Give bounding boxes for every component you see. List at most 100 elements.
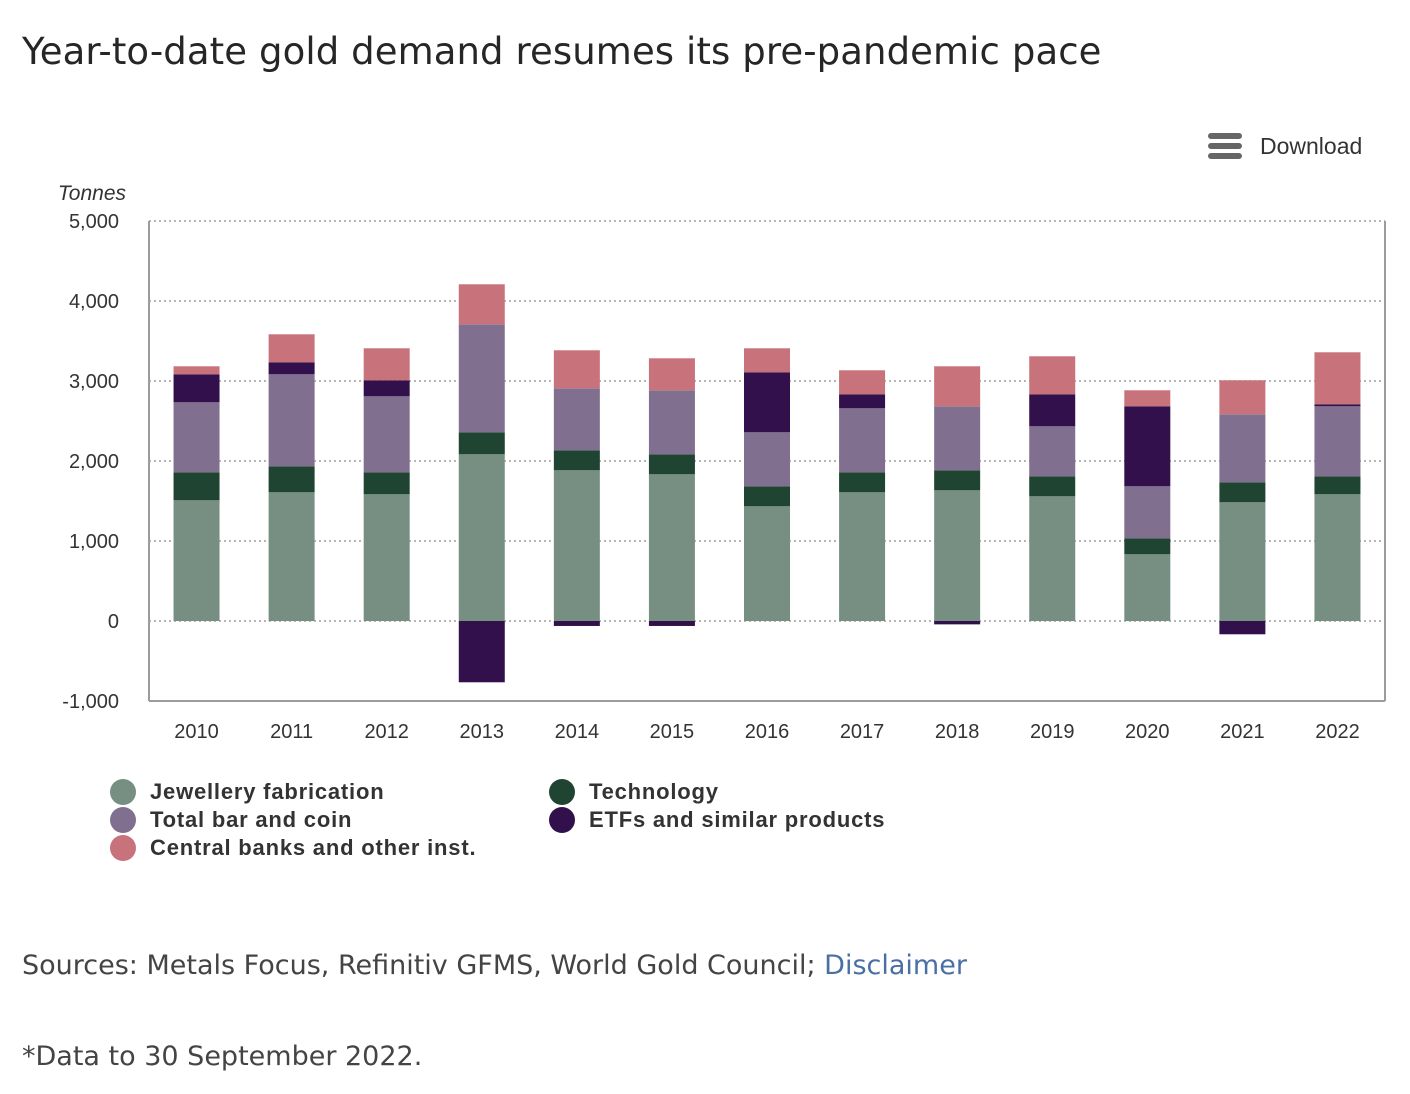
legend-label: ETFs and similar products (589, 807, 886, 832)
bar-segment-technology-2019[interactable] (1029, 476, 1076, 497)
legend-swatch (110, 807, 136, 833)
bar-segment-central-banks-and-other-inst-2014[interactable] (553, 350, 600, 389)
y-tick-label: -1,000 (62, 691, 119, 713)
legend-item-technology[interactable]: Technology (549, 778, 719, 806)
bar-segment-etfs-and-similar-products-2019[interactable] (1029, 394, 1076, 427)
bar-segment-jewellery-fabrication-2022[interactable] (1314, 494, 1361, 621)
bar-segment-central-banks-and-other-inst-2010[interactable] (173, 366, 220, 375)
bar-segment-central-banks-and-other-inst-2020[interactable] (1124, 390, 1171, 407)
bar-segment-central-banks-and-other-inst-2017[interactable] (839, 370, 886, 395)
sources-note: Sources: Metals Focus, Refinitiv GFMS, W… (22, 950, 967, 981)
bar-segment-central-banks-and-other-inst-2019[interactable] (1029, 356, 1076, 395)
bar-segment-jewellery-fabrication-2019[interactable] (1029, 496, 1076, 621)
disclaimer-link[interactable]: Disclaimer (824, 950, 967, 981)
x-tick-label: 2018 (935, 721, 980, 743)
bar-segment-jewellery-fabrication-2018[interactable] (934, 490, 981, 621)
bar-segment-total-bar-and-coin-2020[interactable] (1124, 486, 1171, 539)
sources-text: Sources: Metals Focus, Refinitiv GFMS, W… (22, 950, 825, 981)
legend-item-central-banks[interactable]: Central banks and other inst. (110, 834, 476, 862)
bar-segment-jewellery-fabrication-2011[interactable] (268, 492, 315, 621)
legend-label: Technology (589, 779, 719, 804)
bar-segment-jewellery-fabrication-2015[interactable] (648, 474, 695, 621)
bar-segment-technology-2017[interactable] (839, 472, 886, 493)
bars (173, 284, 1361, 683)
legend-swatch (110, 779, 136, 805)
bar-segment-jewellery-fabrication-2013[interactable] (458, 454, 505, 621)
bar-segment-total-bar-and-coin-2011[interactable] (268, 374, 315, 467)
bar-segment-central-banks-and-other-inst-2013[interactable] (458, 284, 505, 325)
bar-segment-central-banks-and-other-inst-2022[interactable] (1314, 352, 1361, 405)
bar-segment-total-bar-and-coin-2021[interactable] (1219, 414, 1266, 483)
bar-segment-total-bar-and-coin-2018[interactable] (934, 406, 981, 471)
bar-segment-jewellery-fabrication-2014[interactable] (553, 470, 600, 621)
bar-segment-jewellery-fabrication-2010[interactable] (173, 500, 220, 621)
axes: -1,000 0 1,000 2,000 3,000 4,000 5,000 2010 2011… (62, 211, 1386, 743)
bar-segment-etfs-and-similar-products-2022[interactable] (1314, 404, 1361, 407)
bar-segment-technology-2014[interactable] (553, 450, 600, 471)
bar-segment-central-banks-and-other-inst-2016[interactable] (744, 348, 790, 373)
bar-segment-total-bar-and-coin-2016[interactable] (744, 432, 790, 487)
y-tick-label: 4,000 (69, 291, 119, 313)
bar-segment-central-banks-and-other-inst-2018[interactable] (934, 366, 981, 407)
bar-segment-technology-2021[interactable] (1219, 482, 1266, 503)
bar-segment-total-bar-and-coin-2013[interactable] (458, 324, 505, 433)
x-tick-label: 2017 (840, 721, 885, 743)
footnote: *Data to 30 September 2022. (22, 1041, 423, 1072)
gridlines (149, 220, 1385, 622)
bar-segment-total-bar-and-coin-2019[interactable] (1029, 426, 1076, 477)
bar-segment-technology-2016[interactable] (744, 486, 790, 507)
bar-segment-jewellery-fabrication-2021[interactable] (1219, 502, 1266, 621)
bar-segment-etfs-and-similar-products-2011[interactable] (268, 362, 315, 375)
bar-segment-jewellery-fabrication-2017[interactable] (839, 492, 886, 621)
y-axis-title: Tonnes (58, 182, 127, 205)
bar-segment-total-bar-and-coin-2022[interactable] (1314, 406, 1361, 477)
chart-title: Year-to-date gold demand resumes its pre… (22, 30, 1102, 73)
bar-segment-jewellery-fabrication-2020[interactable] (1124, 554, 1171, 621)
bar-segment-technology-2013[interactable] (458, 432, 505, 455)
bar-segment-jewellery-fabrication-2012[interactable] (363, 494, 410, 621)
bar-segment-technology-2015[interactable] (648, 454, 695, 475)
x-tick-label: 2011 (270, 721, 313, 743)
bar-segment-etfs-and-similar-products-2014[interactable] (553, 621, 600, 626)
y-tick-label: 0 (108, 611, 119, 633)
bar-segment-etfs-and-similar-products-2020[interactable] (1124, 406, 1171, 487)
bar-segment-technology-2010[interactable] (173, 472, 220, 501)
y-tick-label: 5,000 (69, 211, 119, 233)
bar-segment-etfs-and-similar-products-2018[interactable] (934, 621, 981, 625)
bar-segment-central-banks-and-other-inst-2011[interactable] (268, 334, 315, 363)
x-tick-label: 2016 (745, 721, 790, 743)
x-tick-label: 2013 (460, 721, 505, 743)
x-tick-label: 2022 (1315, 721, 1360, 743)
bar-segment-technology-2020[interactable] (1124, 538, 1171, 555)
download-label: Download (1260, 132, 1363, 159)
bar-segment-technology-2011[interactable] (268, 466, 315, 493)
legend-item-bar-and-coin[interactable]: Total bar and coin (110, 806, 352, 834)
bar-segment-total-bar-and-coin-2012[interactable] (363, 396, 410, 473)
bar-segment-etfs-and-similar-products-2012[interactable] (363, 380, 410, 397)
legend-item-jewellery[interactable]: Jewellery fabrication (110, 778, 384, 806)
bar-segment-etfs-and-similar-products-2021[interactable] (1219, 621, 1266, 635)
bar-segment-total-bar-and-coin-2017[interactable] (839, 408, 886, 473)
bar-segment-etfs-and-similar-products-2010[interactable] (173, 374, 220, 403)
bar-segment-total-bar-and-coin-2010[interactable] (173, 402, 220, 473)
x-tick-label: 2014 (555, 721, 600, 743)
x-tick-label: 2012 (364, 721, 409, 743)
bar-segment-total-bar-and-coin-2015[interactable] (648, 390, 695, 455)
bar-segment-central-banks-and-other-inst-2015[interactable] (648, 358, 695, 391)
bar-segment-etfs-and-similar-products-2015[interactable] (648, 621, 695, 626)
download-button[interactable]: Download (1208, 130, 1362, 162)
legend-label: Jewellery fabrication (150, 779, 385, 804)
bar-segment-technology-2022[interactable] (1314, 476, 1361, 495)
bar-segment-central-banks-and-other-inst-2021[interactable] (1219, 380, 1266, 415)
bar-segment-central-banks-and-other-inst-2012[interactable] (363, 348, 410, 381)
bar-segment-technology-2012[interactable] (363, 472, 410, 495)
bar-segment-etfs-and-similar-products-2017[interactable] (839, 394, 886, 409)
hamburger-menu-icon (1208, 133, 1242, 159)
legend-item-etfs[interactable]: ETFs and similar products (549, 806, 885, 834)
bar-segment-jewellery-fabrication-2016[interactable] (744, 506, 790, 621)
bar-segment-etfs-and-similar-products-2016[interactable] (744, 372, 790, 433)
y-tick-label: 2,000 (69, 451, 119, 473)
bar-segment-total-bar-and-coin-2014[interactable] (553, 388, 600, 451)
bar-segment-etfs-and-similar-products-2013[interactable] (458, 621, 505, 683)
bar-segment-technology-2018[interactable] (934, 470, 981, 491)
